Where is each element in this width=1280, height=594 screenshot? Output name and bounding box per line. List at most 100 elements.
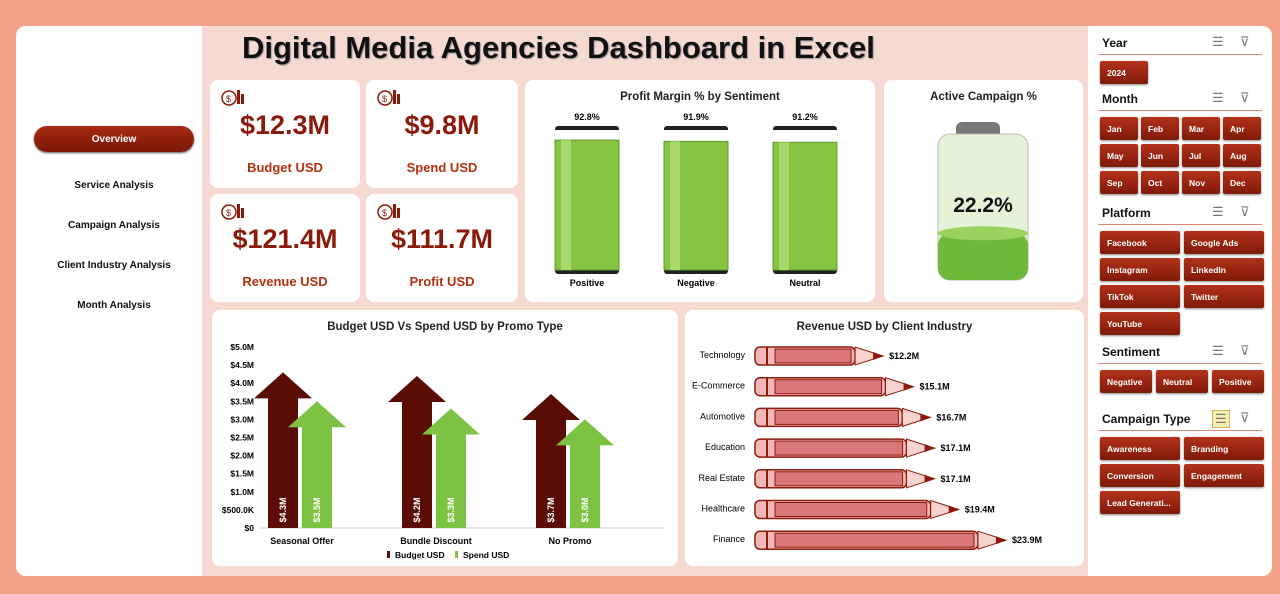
y-tick-label: $1.5M (230, 469, 254, 479)
data-label: 92.8% (574, 112, 600, 122)
clear-filter-icon[interactable]: ⊽ (1240, 204, 1250, 219)
slicer-button-lead-generati-[interactable]: Lead Generati... (1100, 491, 1180, 514)
slicer-divider (1098, 363, 1262, 364)
y-tick-label: $4.5M (230, 360, 254, 370)
pencil-lead (924, 474, 935, 483)
multi-select-icon[interactable]: ☰ (1212, 204, 1224, 219)
kpi-card: $ $12.3M Budget USD (210, 80, 360, 188)
multi-select-icon[interactable]: ☰ (1212, 90, 1224, 105)
category-label: Technology (699, 350, 745, 360)
data-label: $3.7M (546, 497, 556, 522)
multi-select-icon[interactable]: ☰ (1212, 343, 1224, 358)
slicer-button-facebook[interactable]: Facebook (1100, 231, 1180, 254)
slicer-button-jul[interactable]: Jul (1182, 144, 1220, 167)
slicer-title-sentiment: Sentiment (1102, 345, 1161, 359)
bar-highlight (670, 141, 680, 270)
multi-select-icon[interactable]: ☰ (1212, 34, 1224, 49)
data-label: $15.1M (920, 382, 950, 392)
category-label: Seasonal Offer (270, 536, 334, 546)
category-label: Positive (570, 278, 605, 288)
data-label: $4.3M (278, 497, 288, 522)
slicer-button-engagement[interactable]: Engagement (1184, 464, 1264, 487)
pencil-lead (995, 536, 1006, 545)
slicer-button-twitter[interactable]: Twitter (1184, 285, 1264, 308)
nav-item-month-analysis[interactable]: Month Analysis (77, 299, 151, 311)
slicer-button-awareness[interactable]: Awareness (1100, 437, 1180, 460)
legend-marker (455, 551, 458, 558)
slicer-title-platform: Platform (1102, 206, 1151, 220)
pencil-stripe (774, 440, 904, 456)
clear-filter-icon[interactable]: ⊽ (1240, 34, 1250, 49)
slicer-button-mar[interactable]: Mar (1182, 117, 1220, 140)
kpi-value: $12.3M (239, 110, 331, 140)
nav-item-service-analysis[interactable]: Service Analysis (74, 179, 154, 191)
multi-select-icon[interactable]: ☰ (1212, 410, 1230, 428)
slicer-button-youtube[interactable]: YouTube (1100, 312, 1180, 335)
active-campaign-card: Active Campaign % 22.2% (884, 80, 1083, 302)
data-label: $12.2M (889, 351, 919, 361)
clear-filter-icon[interactable]: ⊽ (1240, 90, 1250, 105)
kpi-card: $ $9.8M Spend USD (366, 80, 518, 188)
pencil-tip (930, 499, 961, 520)
slicer-button-instagram[interactable]: Instagram (1100, 258, 1180, 281)
slicer-button-oct[interactable]: Oct (1141, 171, 1179, 194)
category-label: Bundle Discount (400, 536, 472, 546)
svg-text:$: $ (226, 208, 231, 218)
slicer-button-apr[interactable]: Apr (1223, 117, 1261, 140)
chart-title: Revenue USD by Client Industry (796, 321, 973, 333)
clear-filter-icon[interactable]: ⊽ (1240, 410, 1250, 425)
category-label: Negative (677, 278, 715, 288)
slicer-button-positive[interactable]: Positive (1212, 370, 1264, 393)
revenue-industry-chart: Revenue USD by Client Industry Technolog… (685, 310, 1084, 566)
kpi-label: Budget USD (247, 160, 323, 175)
arrow-bar-spend-usd (556, 419, 614, 528)
data-label: 91.9% (683, 112, 709, 122)
nav-item-client-industry-analysis[interactable]: Client Industry Analysis (57, 259, 171, 271)
slicer-button-sep[interactable]: Sep (1100, 171, 1138, 194)
pencil-lead (903, 382, 914, 391)
slicer-divider (1098, 224, 1262, 225)
nav-item-campaign-analysis[interactable]: Campaign Analysis (68, 219, 160, 231)
slicer-button-google-ads[interactable]: Google Ads (1184, 231, 1264, 254)
slicer-button-dec[interactable]: Dec (1223, 171, 1261, 194)
category-label: Real Estate (698, 473, 745, 483)
category-label: Neutral (789, 278, 820, 288)
slicer-button-nov[interactable]: Nov (1182, 171, 1220, 194)
slicer-button-jun[interactable]: Jun (1141, 144, 1179, 167)
chart-title: Budget USD Vs Spend USD by Promo Type (327, 321, 563, 333)
pencil-tip (854, 346, 885, 366)
data-label: $19.4M (965, 505, 995, 515)
slicer-button-linkedin[interactable]: LinkedIn (1184, 258, 1264, 281)
dashboard-frame: Overview Service Analysis Campaign Analysi… (16, 26, 1272, 576)
data-label: $23.9M (1012, 535, 1042, 545)
slicer-button-jan[interactable]: Jan (1100, 117, 1138, 140)
active-campaign-value: 22.2% (953, 194, 1013, 217)
pencil-stripe (774, 379, 883, 395)
pencil-lead (873, 352, 884, 360)
category-label: E-Commerce (692, 381, 745, 391)
slicer-button-negative[interactable]: Negative (1100, 370, 1152, 393)
pencil-stripe (774, 409, 899, 425)
slicer-button-2024[interactable]: 2024 (1100, 61, 1148, 84)
y-tick-label: $2.0M (230, 451, 254, 461)
slicer-divider (1098, 54, 1262, 55)
kpi-value: $121.4M (232, 224, 338, 254)
slicer-button-feb[interactable]: Feb (1141, 117, 1179, 140)
slicer-button-neutral[interactable]: Neutral (1156, 370, 1208, 393)
y-tick-label: $0 (245, 523, 255, 533)
pencil-tip (977, 530, 1008, 550)
slicer-button-may[interactable]: May (1100, 144, 1138, 167)
nav-item-overview[interactable]: Overview (34, 126, 194, 152)
budget-icon: $ (220, 86, 246, 108)
slicer-button-aug[interactable]: Aug (1223, 144, 1261, 167)
pencil-lead (920, 413, 931, 422)
slicer-button-branding[interactable]: Branding (1184, 437, 1264, 460)
slicer-button-tiktok[interactable]: TikTok (1100, 285, 1180, 308)
svg-text:$: $ (226, 94, 231, 104)
clear-filter-icon[interactable]: ⊽ (1240, 343, 1250, 358)
revenue-chart-icon: $ (220, 200, 246, 222)
category-label: Healthcare (701, 504, 745, 514)
pencil-tip (906, 469, 937, 489)
slicer-button-conversion[interactable]: Conversion (1100, 464, 1180, 487)
arrow-bar-budget-usd (254, 372, 312, 528)
